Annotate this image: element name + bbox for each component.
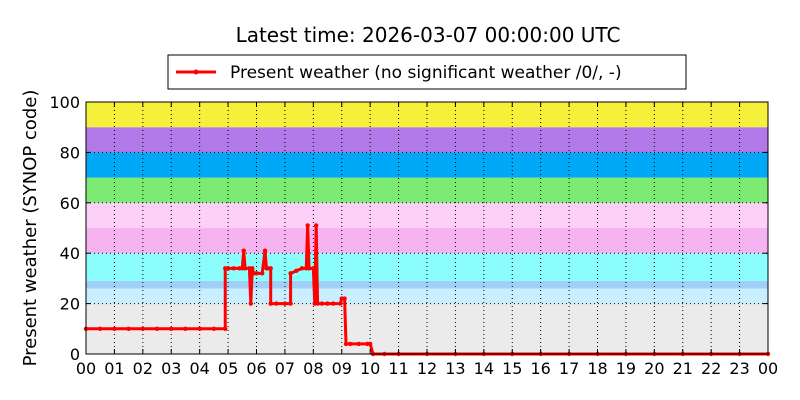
y-tick-label: 100 [49, 93, 80, 112]
data-point [254, 271, 259, 276]
data-point [241, 248, 246, 253]
data-point [311, 266, 316, 271]
data-point [282, 301, 288, 306]
data-point [305, 223, 310, 228]
x-tick-label: 05 [218, 359, 238, 378]
y-tick-label: 0 [70, 345, 80, 364]
x-tick-label: 09 [332, 359, 352, 378]
band-8 [86, 127, 768, 153]
x-tick-label: 14 [474, 359, 494, 378]
axis-ticks [85, 101, 769, 355]
x-tick-label: 17 [559, 359, 579, 378]
legend: Present weather (no significant weather … [167, 54, 687, 90]
data-point [299, 266, 305, 271]
y-tick-label: 80 [60, 143, 80, 162]
x-tick-label: 08 [303, 359, 323, 378]
data-point [183, 326, 188, 331]
data-point [338, 301, 343, 306]
background-bands [86, 102, 768, 354]
x-tick-label: 10 [360, 359, 380, 378]
data-point [259, 271, 265, 276]
x-tick-label: 19 [616, 359, 636, 378]
data-point [231, 266, 236, 271]
data-point [248, 301, 254, 306]
x-tick-label: 00 [758, 359, 778, 378]
data-point [140, 326, 146, 331]
data-point [348, 341, 353, 347]
band-2 [86, 280, 768, 289]
tick-labels: 00 01 02 03 04 05 06 07 08 09 10 11 12 13 14 15 16 17 18 19… [49, 93, 778, 378]
data-point [274, 301, 279, 306]
x-tick-label: 12 [417, 359, 437, 378]
x-tick-label: 03 [161, 359, 181, 378]
y-tick-label: 60 [60, 194, 80, 213]
legend-box [167, 54, 687, 90]
data-point [154, 326, 160, 331]
data-point [319, 301, 325, 306]
data-point [262, 248, 268, 253]
x-tick-label: 04 [189, 359, 209, 378]
data-point [306, 266, 312, 271]
data-point [126, 326, 131, 331]
data-point [223, 326, 228, 331]
x-tick-label: 21 [673, 359, 693, 378]
data-point [325, 301, 330, 306]
x-tick-label: 23 [729, 359, 749, 378]
y-tick-label: 20 [60, 295, 80, 314]
data-point [250, 266, 255, 271]
x-tick-label: 15 [502, 359, 522, 378]
band-7 [86, 152, 768, 178]
data-point [98, 326, 103, 331]
legend-label: Present weather (no significant weather … [230, 63, 622, 83]
x-tick-label: 20 [644, 359, 664, 378]
data-point [315, 301, 320, 306]
x-tick-label: 18 [587, 359, 607, 378]
data-point [313, 223, 319, 228]
grid-lines [86, 102, 768, 354]
data-point [342, 296, 347, 301]
data-point [294, 268, 299, 274]
x-tick-label: 13 [445, 359, 465, 378]
y-tick-label: 40 [60, 244, 80, 263]
x-tick-label: 11 [388, 359, 408, 378]
data-point [288, 301, 293, 306]
y-axis-title: Present weather (SYNOP code) [20, 90, 41, 367]
band-3 [86, 253, 768, 281]
data-point [268, 266, 273, 271]
legend-marker-sample [193, 69, 199, 75]
band-4 [86, 228, 768, 254]
x-tick-label: 00 [76, 359, 96, 378]
x-tick-label: 22 [701, 359, 721, 378]
data-point [288, 271, 293, 276]
x-tick-label: 06 [246, 359, 266, 378]
data-point [197, 326, 202, 331]
data-point [225, 266, 231, 271]
data-point [112, 326, 117, 331]
band-1 [86, 288, 768, 304]
data-point [211, 326, 217, 331]
data-point [268, 301, 273, 306]
x-tick-label: 02 [133, 359, 153, 378]
data-point [242, 266, 248, 271]
x-tick-label: 16 [530, 359, 550, 378]
data-point [343, 341, 349, 347]
data-point [356, 341, 361, 347]
x-tick-label: 01 [104, 359, 124, 378]
data-point [367, 341, 373, 347]
data-point [169, 326, 174, 331]
chart-title: Latest time: 2026-03-07 00:00:00 UTC [236, 23, 621, 47]
data-point [331, 301, 336, 306]
x-tick-label: 07 [275, 359, 295, 378]
